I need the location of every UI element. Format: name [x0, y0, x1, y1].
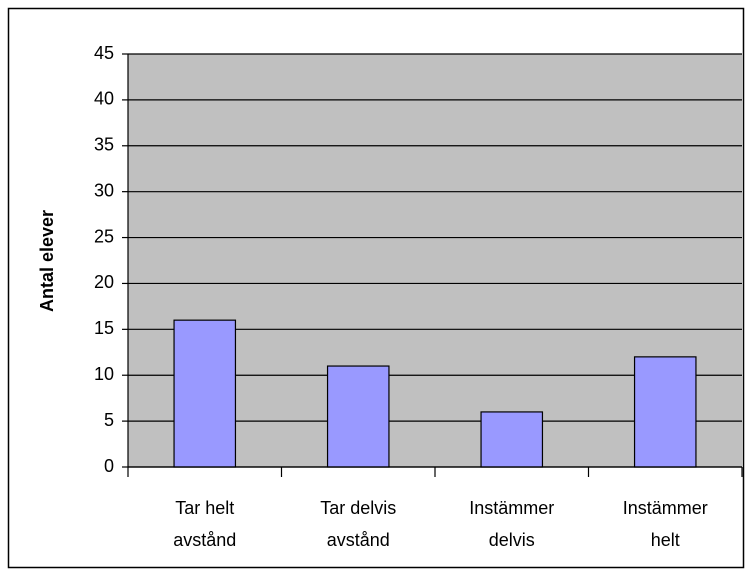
x-tick-label: Instämmer helt	[622, 498, 708, 550]
y-tick-label: 20	[94, 272, 114, 292]
y-tick-label: 35	[94, 135, 114, 155]
bar	[480, 411, 544, 468]
y-tick-label: 25	[94, 226, 114, 246]
bar	[633, 356, 697, 468]
y-tick-label: 15	[94, 318, 114, 338]
y-axis-label: Antal elever	[37, 210, 57, 312]
y-tick-label: 45	[94, 43, 114, 63]
x-tick-label: Tar delvis avstånd	[320, 498, 397, 550]
bar	[173, 319, 237, 468]
x-tick-label: Instämmer delvis	[469, 498, 555, 550]
bar	[326, 365, 390, 468]
y-tick-label: 0	[104, 456, 114, 476]
y-tick-label: 10	[94, 364, 114, 384]
y-tick-label: 30	[94, 180, 114, 200]
x-tick-label: Tar helt avstånd	[173, 498, 237, 550]
y-tick-label: 40	[94, 89, 114, 109]
y-tick-label: 5	[104, 410, 114, 430]
